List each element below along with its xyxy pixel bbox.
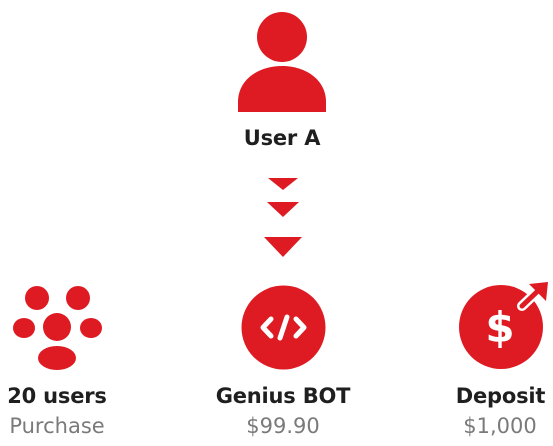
svg-text:$: $ bbox=[485, 303, 514, 352]
bot-node-subtitle: $99.90 bbox=[246, 414, 320, 438]
users-node-title: 20 users bbox=[7, 384, 107, 408]
triple-down-arrow-icon bbox=[262, 176, 304, 260]
deposit-node-subtitle: $1,000 bbox=[463, 414, 537, 438]
users-group-icon bbox=[12, 284, 102, 370]
code-icon bbox=[241, 285, 326, 370]
deposit-node-title: Deposit bbox=[455, 384, 546, 408]
user-icon bbox=[234, 12, 330, 112]
bot-node-title: Genius BOT bbox=[215, 384, 351, 408]
top-node-label: User A bbox=[243, 126, 321, 150]
dollar-growth-icon: $ bbox=[456, 280, 552, 372]
users-node-subtitle: Purchase bbox=[9, 414, 105, 438]
